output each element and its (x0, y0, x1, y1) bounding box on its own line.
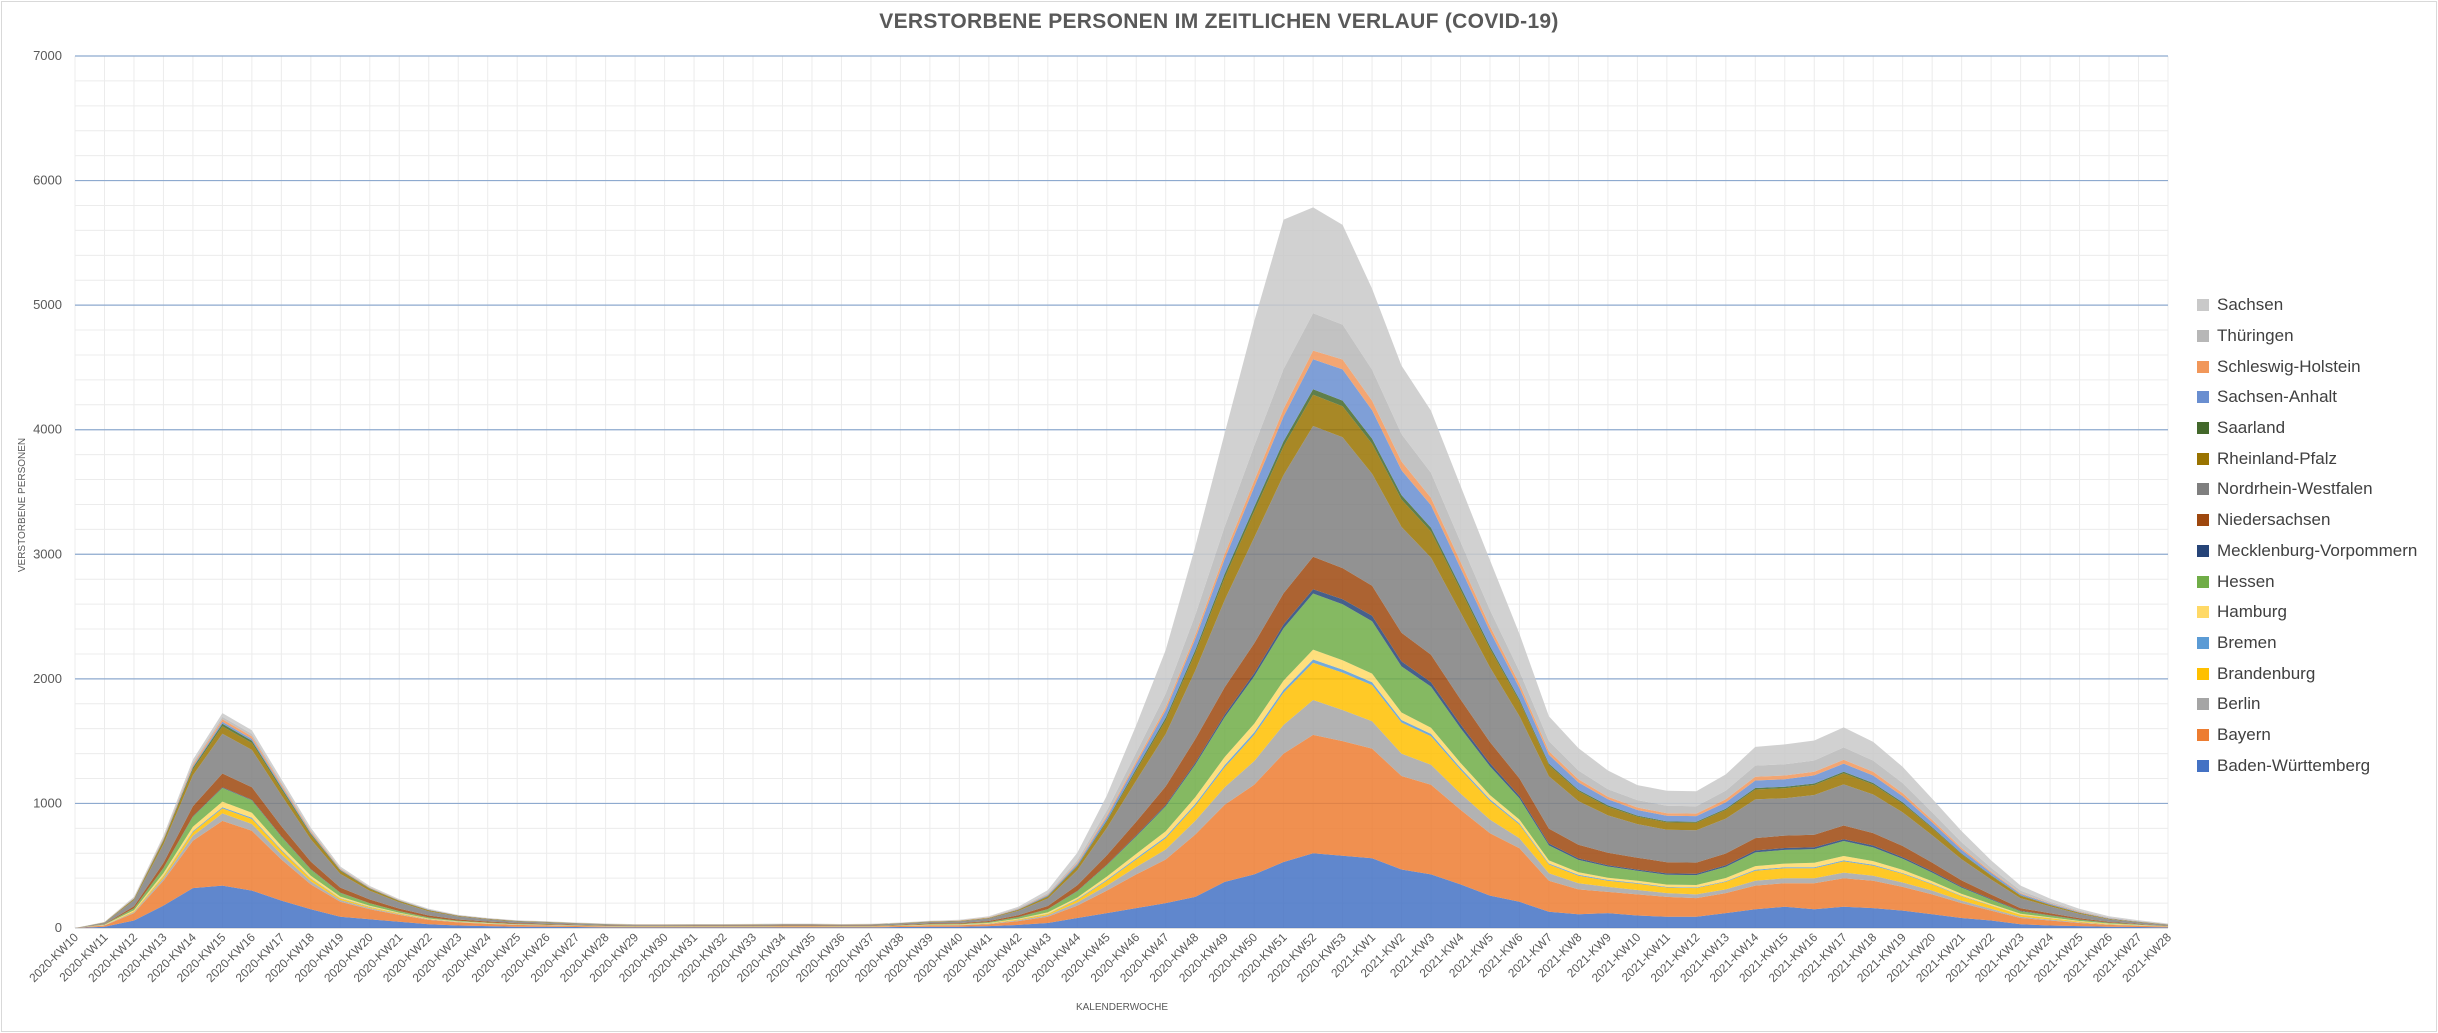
legend-item: Bremen (2197, 628, 2417, 659)
legend-item: Berlin (2197, 689, 2417, 720)
y-tick-label: 7000 (33, 48, 62, 63)
legend-item: Sachsen-Anhalt (2197, 382, 2417, 413)
legend-item: Rheinland-Pfalz (2197, 443, 2417, 474)
legend-swatch (2197, 330, 2209, 343)
y-tick-label: 2000 (33, 671, 62, 686)
legend-swatch (2197, 667, 2209, 680)
legend-item: Brandenburg (2197, 658, 2417, 689)
legend-swatch (2197, 360, 2209, 373)
legend-label: Saarland (2217, 418, 2286, 438)
legend-label: Nordrhein-Westfalen (2217, 479, 2373, 499)
legend-swatch (2197, 636, 2209, 649)
legend-item: Sachsen (2197, 290, 2417, 321)
y-axis-ticks: 0 1000 2000 3000 4000 5000 6000 7000 (33, 48, 62, 935)
legend-label: Schleswig-Holstein (2217, 356, 2361, 376)
area-series (75, 662, 2168, 928)
legend-label: Bremen (2217, 632, 2277, 652)
legend-swatch (2197, 606, 2209, 619)
legend-label: Bayern (2217, 724, 2271, 744)
legend-item: Baden-Württemberg (2197, 750, 2417, 781)
legend-swatch (2197, 544, 2209, 557)
y-tick-label: 5000 (33, 297, 62, 312)
legend-swatch (2197, 759, 2209, 772)
x-axis-label: KALENDERWOCHE (1076, 1002, 1168, 1013)
stacked-areas (75, 207, 2168, 929)
legend-item: Nordrhein-Westfalen (2197, 474, 2417, 505)
legend-item: Schleswig-Holstein (2197, 351, 2417, 382)
area-series (75, 853, 2168, 928)
y-tick-label: 3000 (33, 546, 62, 561)
legend-label: Baden-Württemberg (2217, 755, 2371, 775)
area-series (75, 593, 2168, 928)
area-series (75, 700, 2168, 928)
legend-swatch (2197, 483, 2209, 496)
legend-item: Mecklenburg-Vorpommern (2197, 536, 2417, 567)
legend: Sachsen Thüringen Schleswig-Holstein Sachse… (2197, 290, 2417, 781)
legend-label: Thüringen (2217, 326, 2294, 346)
legend-item: Thüringen (2197, 321, 2417, 352)
y-tick-label: 1000 (33, 795, 62, 810)
legend-swatch (2197, 299, 2209, 312)
legend-label: Hamburg (2217, 602, 2287, 622)
legend-item: Niedersachsen (2197, 505, 2417, 536)
area-series (75, 426, 2168, 928)
legend-item: Hessen (2197, 566, 2417, 597)
legend-label: Rheinland-Pfalz (2217, 448, 2338, 468)
legend-item: Saarland (2197, 413, 2417, 444)
legend-label: Brandenburg (2217, 663, 2316, 683)
legend-item: Bayern (2197, 720, 2417, 751)
legend-label: Sachsen (2217, 295, 2284, 315)
legend-swatch (2197, 698, 2209, 711)
legend-swatch (2197, 422, 2209, 435)
legend-swatch (2197, 575, 2209, 588)
y-axis-label: VERSTORBENE PERSONEN (17, 438, 28, 572)
y-tick-label: 6000 (33, 173, 62, 188)
legend-swatch (2197, 514, 2209, 527)
chart-title: VERSTORBENE PERSONEN IM ZEITLICHEN VERLA… (879, 10, 1559, 33)
x-axis-ticks: 2020-KW102020-KW112020-KW122020-KW132020… (26, 930, 2174, 985)
area-series (75, 734, 2168, 928)
legend-label: Hessen (2217, 571, 2275, 591)
legend-label: Mecklenburg-Vorpommern (2217, 540, 2418, 560)
legend-label: Niedersachsen (2217, 510, 2331, 530)
y-tick-label: 4000 (33, 422, 62, 437)
legend-label: Berlin (2217, 694, 2261, 714)
legend-swatch (2197, 728, 2209, 741)
legend-swatch (2197, 391, 2209, 404)
legend-item: Hamburg (2197, 597, 2417, 628)
y-tick-label: 0 (55, 920, 62, 935)
legend-label: Sachsen-Anhalt (2217, 387, 2338, 407)
legend-swatch (2197, 452, 2209, 465)
